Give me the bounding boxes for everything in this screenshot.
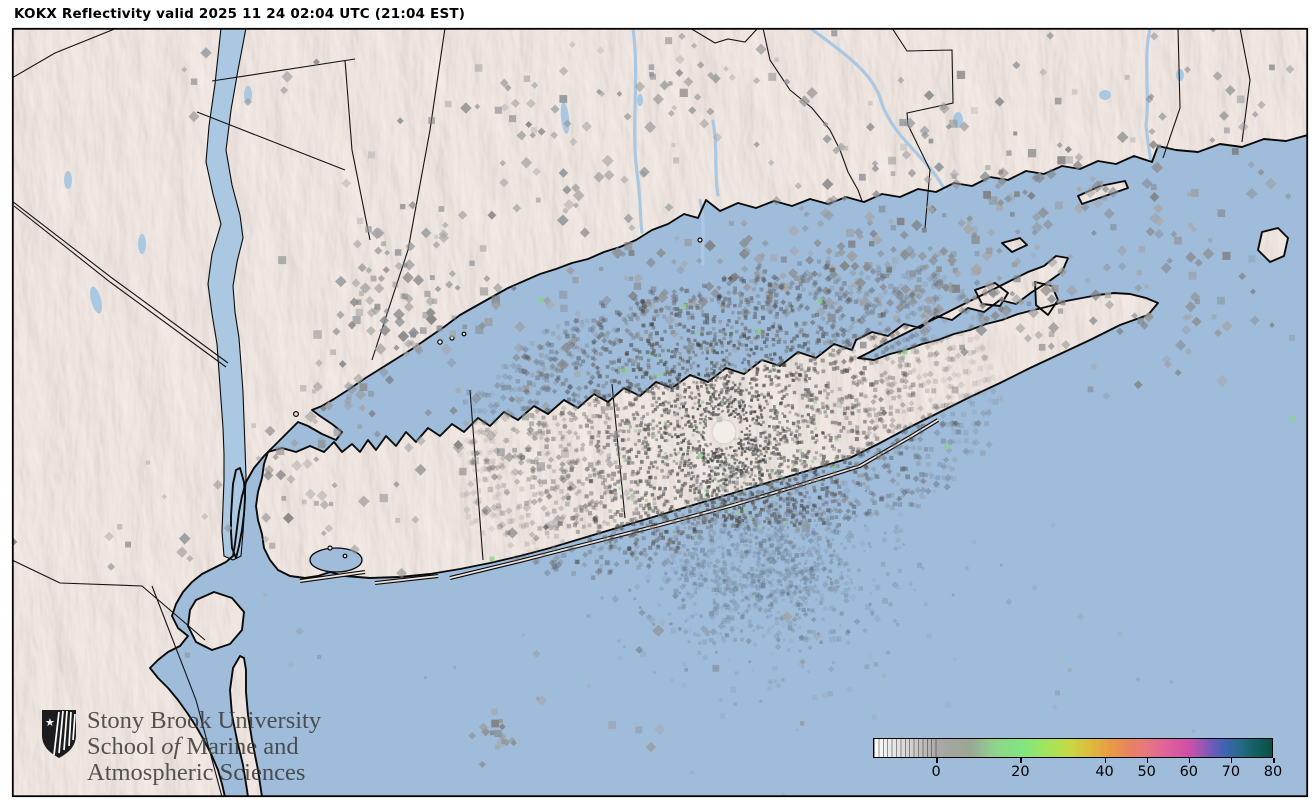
barrier-islands <box>299 418 940 585</box>
rivers-lakes <box>64 29 1184 561</box>
coastal-islets <box>293 237 703 559</box>
colorbar-tick-label: 60 <box>1179 764 1199 780</box>
reflectivity-colorbar: 0 20 40 50 60 70 80 <box>873 738 1282 780</box>
colorbar-tick-label: 20 <box>1011 764 1030 780</box>
colorbar-tick <box>1020 758 1022 763</box>
colorbar-tick-label: 70 <box>1221 764 1241 780</box>
colorbar-tick <box>1188 758 1191 763</box>
radar-site-kokx <box>711 419 737 445</box>
colorbar-tick-label: 50 <box>1137 764 1156 780</box>
colorbar-tick-label: 80 <box>1263 764 1283 780</box>
map-border <box>11 27 1309 798</box>
colorbar-tick <box>1273 758 1275 763</box>
colorbar-tick-label: 40 <box>1095 764 1114 780</box>
jamaica-bay <box>309 547 363 573</box>
colorbar-tick <box>1230 758 1233 763</box>
colorbar-frame <box>873 738 1273 758</box>
colorbar-ticks: 0 20 40 50 60 70 80 <box>873 758 1282 782</box>
colorbar-discrete-bands <box>874 739 937 757</box>
colorbar-tick <box>1104 758 1107 763</box>
colorbar-tick <box>936 758 938 763</box>
colorbar-gradient <box>874 739 1272 757</box>
colorbar-tick <box>1146 758 1149 763</box>
page-title: KOKX Reflectivity valid 2025 11 24 02:04… <box>14 6 466 22</box>
colorbar-tick-label: 0 <box>931 764 941 780</box>
